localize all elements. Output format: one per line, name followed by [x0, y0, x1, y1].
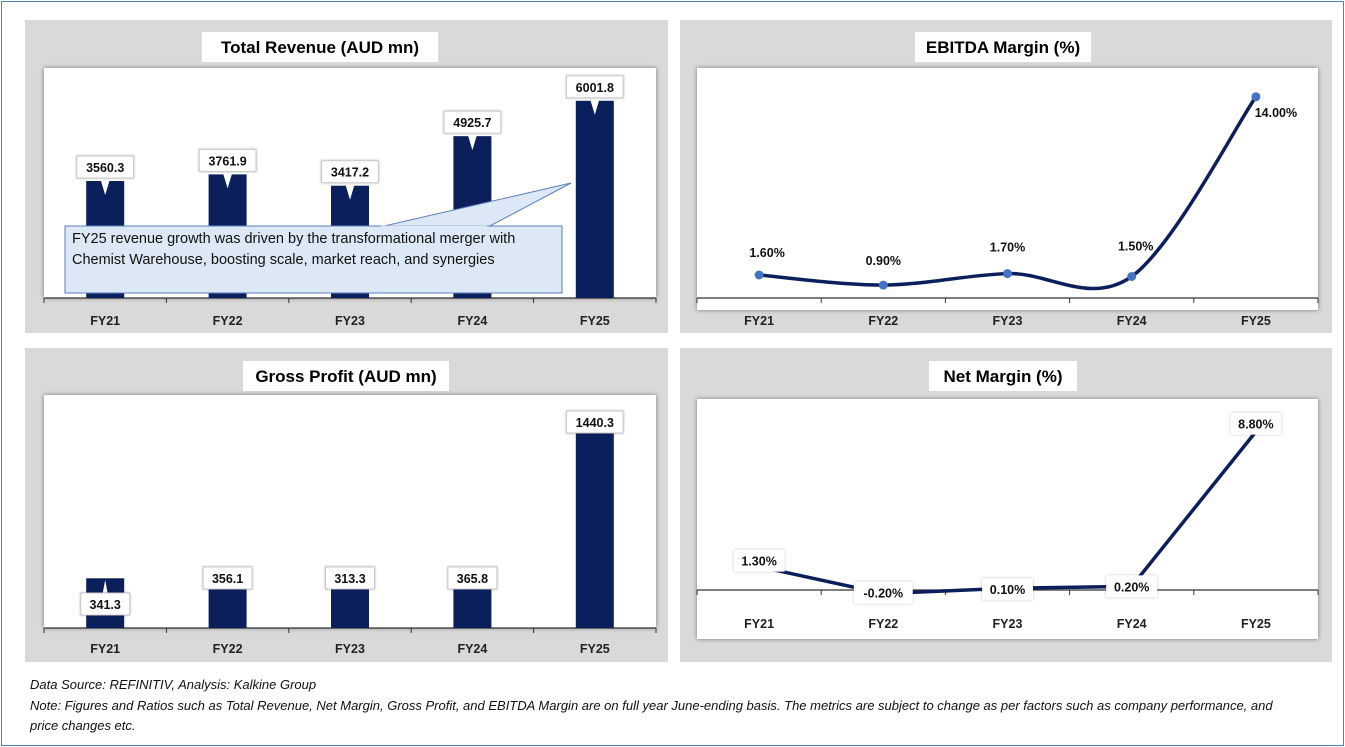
x-tick-label: FY22 [868, 617, 898, 631]
data-source: Data Source: REFINITIV, Analysis: Kalkin… [30, 677, 317, 692]
x-tick-label: FY23 [993, 617, 1023, 631]
data-label-box [321, 160, 379, 184]
data-label-box [733, 549, 785, 572]
data-label: 1.60% [749, 246, 784, 260]
data-label-box [443, 110, 502, 134]
data-label: 8.80% [1238, 418, 1273, 432]
data-label-pointer [99, 175, 112, 196]
x-tick-label: FY24 [457, 642, 487, 656]
x-tick-label: FY25 [580, 314, 610, 328]
data-label: 0.90% [866, 254, 901, 268]
data-label-pointer [221, 168, 234, 189]
data-label: 0.10% [990, 583, 1025, 597]
series-line [758, 95, 1258, 291]
data-point-FY25 [1251, 92, 1261, 102]
data-label-box [80, 592, 131, 616]
x-tick-label: FY25 [1241, 617, 1271, 631]
x-tick-label: FY24 [457, 314, 487, 328]
data-point-FY23 [1003, 269, 1012, 279]
x-tick-label: FY22 [213, 314, 243, 328]
bar-FY25 [575, 100, 614, 298]
x-tick-label: FY23 [993, 314, 1023, 328]
data-label: 1.70% [990, 241, 1025, 255]
data-label: 356.1 [212, 572, 243, 586]
data-label: 313.3 [334, 572, 365, 586]
x-tick-label: FY25 [580, 642, 610, 656]
data-label: 365.8 [457, 572, 488, 586]
data-label-pointer [588, 94, 601, 115]
data-label-box [447, 566, 498, 590]
x-tick-label: FY24 [1117, 617, 1147, 631]
chart-title: Total Revenue (AUD mn) [221, 38, 419, 57]
x-tick-label: FY21 [90, 642, 120, 656]
data-label-pointer [344, 179, 356, 200]
data-label: 1.50% [1118, 239, 1153, 253]
x-tick-label: FY23 [335, 314, 365, 328]
data-label: 6001.8 [576, 81, 614, 95]
data-point-FY24 [1127, 271, 1137, 281]
data-label: 0.20% [1114, 580, 1149, 594]
chart-title-box [929, 361, 1077, 391]
chart-title-box [915, 32, 1091, 62]
bar-FY23 [331, 582, 369, 628]
footnote: Note: Figures and Ratios such as Total R… [30, 698, 1273, 733]
x-tick-label: FY21 [744, 314, 774, 328]
data-label: 3417.2 [331, 166, 369, 180]
revenue-annotation-text: FY25 revenue growth was driven by the tr… [72, 231, 516, 268]
chart-1: EBITDA Margin (%) FY21 FY22 FY23 FY24 FY25 1.6… [680, 20, 1332, 333]
x-tick-label: FY23 [335, 642, 365, 656]
chart-3: Net Margin (%) FY21 FY22 FY23 FY24 FY25 1.30% -… [680, 348, 1332, 662]
annotation-box [64, 225, 563, 294]
data-label-pointer [466, 130, 479, 151]
data-label-box [1230, 412, 1282, 435]
x-tick-label: FY22 [868, 314, 898, 328]
data-point-FY21 [754, 270, 764, 280]
plot-area [697, 399, 1318, 639]
data-label-box [325, 566, 375, 590]
chart-title: EBITDA Margin (%) [926, 38, 1080, 57]
chart-title-box [202, 32, 438, 62]
data-label: 3761.9 [208, 154, 246, 168]
chart-title: Net Margin (%) [944, 367, 1063, 386]
x-tick-label: FY25 [1241, 314, 1271, 328]
x-tick-label: FY24 [1117, 314, 1147, 328]
data-label: -0.20% [863, 587, 903, 601]
data-label: 4925.7 [453, 116, 491, 130]
x-tick-label: FY21 [744, 617, 774, 631]
data-label: 1.30% [741, 555, 776, 569]
data-label-box [982, 578, 1033, 601]
data-label-box [565, 75, 624, 99]
data-label-box [565, 410, 624, 434]
data-label-box [76, 155, 135, 179]
bar-FY25 [575, 418, 614, 628]
data-label: 341.3 [90, 598, 121, 612]
data-label-box [198, 148, 257, 172]
x-tick-label: FY21 [90, 314, 120, 328]
data-label-box [202, 566, 253, 590]
data-label: 3560.3 [86, 161, 124, 175]
chart-title-box [243, 361, 449, 391]
data-point-FY22 [878, 280, 888, 290]
data-label: 1440.3 [576, 416, 614, 430]
data-label: 14.00% [1255, 106, 1297, 120]
data-label-box [853, 581, 913, 604]
chart-title: Gross Profit (AUD mn) [255, 367, 436, 386]
chart-2: Gross Profit (AUD mn) FY21 FY22 FY23 FY24 FY2… [25, 348, 668, 662]
x-tick-label: FY22 [213, 642, 243, 656]
data-label-box [1106, 575, 1158, 598]
